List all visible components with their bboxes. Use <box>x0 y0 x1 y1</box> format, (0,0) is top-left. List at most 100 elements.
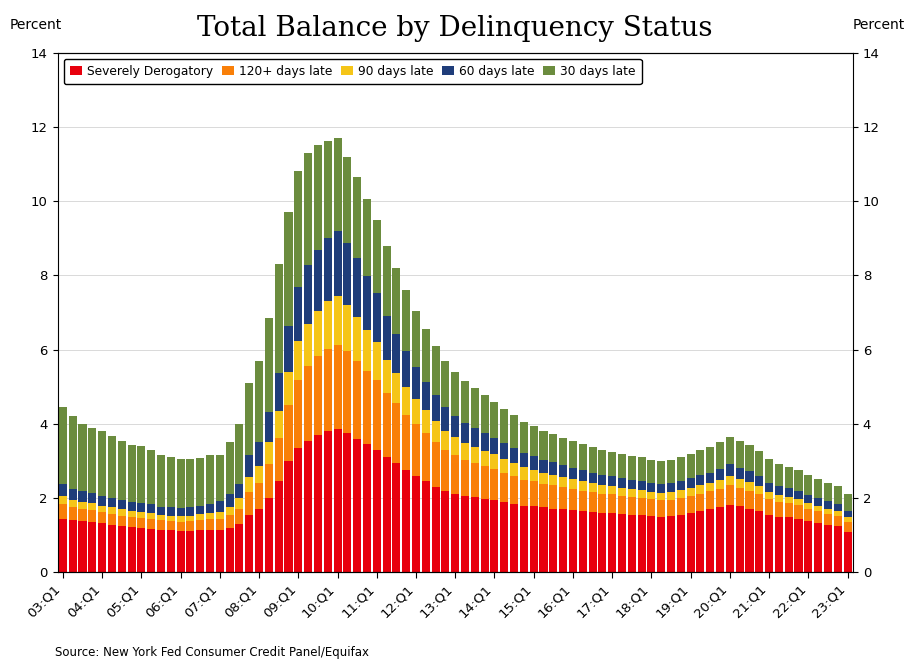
Bar <box>510 415 518 448</box>
Bar <box>491 454 498 469</box>
Bar <box>265 412 273 442</box>
Bar <box>79 509 87 521</box>
Bar <box>755 476 763 487</box>
Bar <box>628 480 636 489</box>
Bar <box>638 498 645 515</box>
Bar <box>421 381 430 410</box>
Bar <box>197 506 204 514</box>
Bar <box>304 324 312 366</box>
Bar <box>431 442 440 487</box>
Bar <box>569 479 577 489</box>
Bar <box>166 516 175 521</box>
Bar <box>294 171 303 287</box>
Bar <box>726 476 734 485</box>
Bar <box>441 407 450 430</box>
Bar <box>176 531 185 573</box>
Bar <box>314 311 322 356</box>
Bar <box>579 511 587 573</box>
Bar <box>431 346 440 395</box>
Bar <box>618 454 626 478</box>
Bar <box>804 495 813 502</box>
Bar <box>344 433 351 573</box>
Bar <box>765 499 773 515</box>
Bar <box>157 506 165 515</box>
Bar <box>137 512 145 518</box>
Bar <box>696 511 705 573</box>
Bar <box>549 508 558 573</box>
Bar <box>579 481 587 491</box>
Bar <box>696 485 705 494</box>
Bar <box>530 426 537 456</box>
Bar <box>157 520 165 530</box>
Bar <box>245 383 253 455</box>
Bar <box>69 520 77 573</box>
Bar <box>118 441 126 500</box>
Bar <box>471 388 479 428</box>
Bar <box>824 501 832 508</box>
Bar <box>69 500 77 507</box>
Bar <box>628 489 636 497</box>
Bar <box>647 459 655 483</box>
Bar <box>98 524 106 573</box>
Bar <box>452 372 459 416</box>
Bar <box>510 476 518 504</box>
Bar <box>500 473 508 502</box>
Bar <box>245 515 253 573</box>
Bar <box>69 507 77 520</box>
Bar <box>657 500 665 516</box>
Text: Percent: Percent <box>10 18 62 32</box>
Bar <box>471 428 479 447</box>
Bar <box>334 296 342 345</box>
Bar <box>844 494 852 511</box>
Bar <box>412 476 420 573</box>
Bar <box>89 428 96 493</box>
Bar <box>686 488 695 496</box>
Bar <box>118 500 126 509</box>
Bar <box>608 476 616 486</box>
Bar <box>245 455 253 477</box>
Bar <box>392 373 400 403</box>
Text: Percent: Percent <box>853 18 905 32</box>
Bar <box>481 433 489 451</box>
Bar <box>765 483 773 492</box>
Bar <box>147 504 155 513</box>
Bar <box>58 485 67 496</box>
Bar <box>304 366 312 441</box>
Bar <box>226 528 234 573</box>
Bar <box>166 457 175 507</box>
Bar <box>844 517 852 522</box>
Bar <box>265 318 273 412</box>
Bar <box>294 381 303 448</box>
Bar <box>236 524 243 573</box>
Bar <box>79 491 87 502</box>
Bar <box>108 525 116 573</box>
Bar <box>814 479 823 498</box>
Bar <box>186 531 195 573</box>
Bar <box>530 481 537 506</box>
Bar <box>314 356 322 435</box>
Bar <box>255 483 263 509</box>
Bar <box>686 496 695 513</box>
Bar <box>638 490 645 498</box>
Bar <box>284 326 292 372</box>
Bar <box>206 519 214 530</box>
Bar <box>137 518 145 528</box>
Bar <box>707 509 714 573</box>
Bar <box>275 411 282 438</box>
Bar <box>520 467 528 479</box>
Bar <box>667 483 675 492</box>
Bar <box>363 276 371 330</box>
Bar <box>363 371 371 444</box>
Bar <box>618 496 626 514</box>
Bar <box>314 146 322 250</box>
Bar <box>510 463 518 476</box>
Bar <box>216 530 224 573</box>
Bar <box>775 463 783 486</box>
Bar <box>275 481 282 573</box>
Bar <box>707 473 714 483</box>
Bar <box>647 492 655 499</box>
Bar <box>785 496 792 503</box>
Bar <box>421 410 430 433</box>
Bar <box>255 509 263 573</box>
Bar <box>441 450 450 491</box>
